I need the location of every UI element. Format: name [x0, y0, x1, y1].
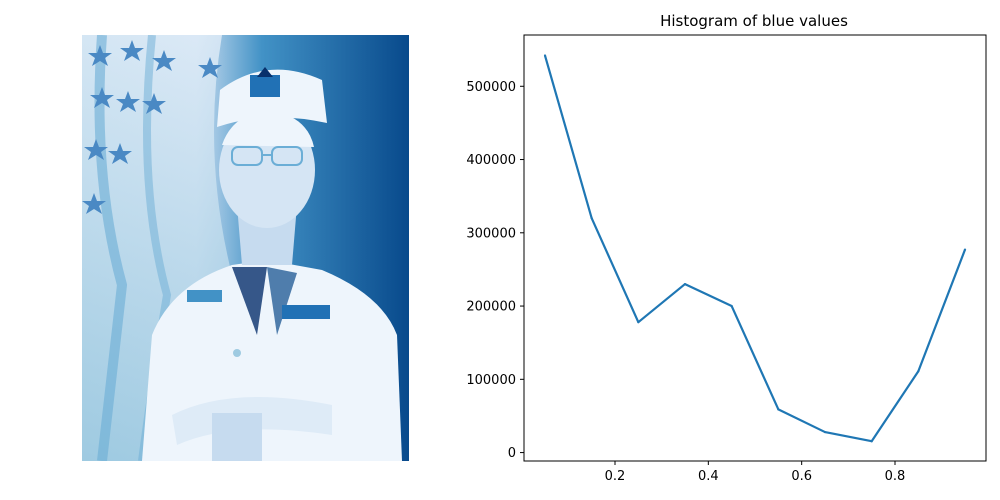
series-line [543, 55, 967, 443]
chart-title: Histogram of blue values [660, 12, 848, 30]
plot-frame [523, 34, 987, 462]
data-point [917, 370, 920, 373]
y-tick-label: 300000 [466, 226, 516, 241]
data-point [590, 217, 593, 220]
y-tick-label: 200000 [466, 300, 516, 315]
x-tick-label: 0.2 [605, 469, 626, 484]
data-point [777, 408, 780, 411]
y-tick-label: 100000 [466, 373, 516, 388]
y-tick-label: 400000 [466, 153, 516, 168]
data-point [543, 54, 547, 57]
y-tick-label: 0 [508, 446, 516, 461]
data-point [823, 430, 827, 434]
x-tick-label: 0.8 [885, 469, 906, 484]
data-point [870, 440, 873, 443]
data-point [963, 248, 967, 251]
blues-colormap-photo [82, 35, 409, 461]
x-tick-label: 0.4 [698, 469, 719, 484]
y-tick-label: 500000 [466, 80, 516, 95]
data-point [683, 282, 687, 286]
data-point [730, 304, 733, 308]
x-tick-label: 0.6 [791, 469, 812, 484]
data-point [637, 321, 640, 324]
